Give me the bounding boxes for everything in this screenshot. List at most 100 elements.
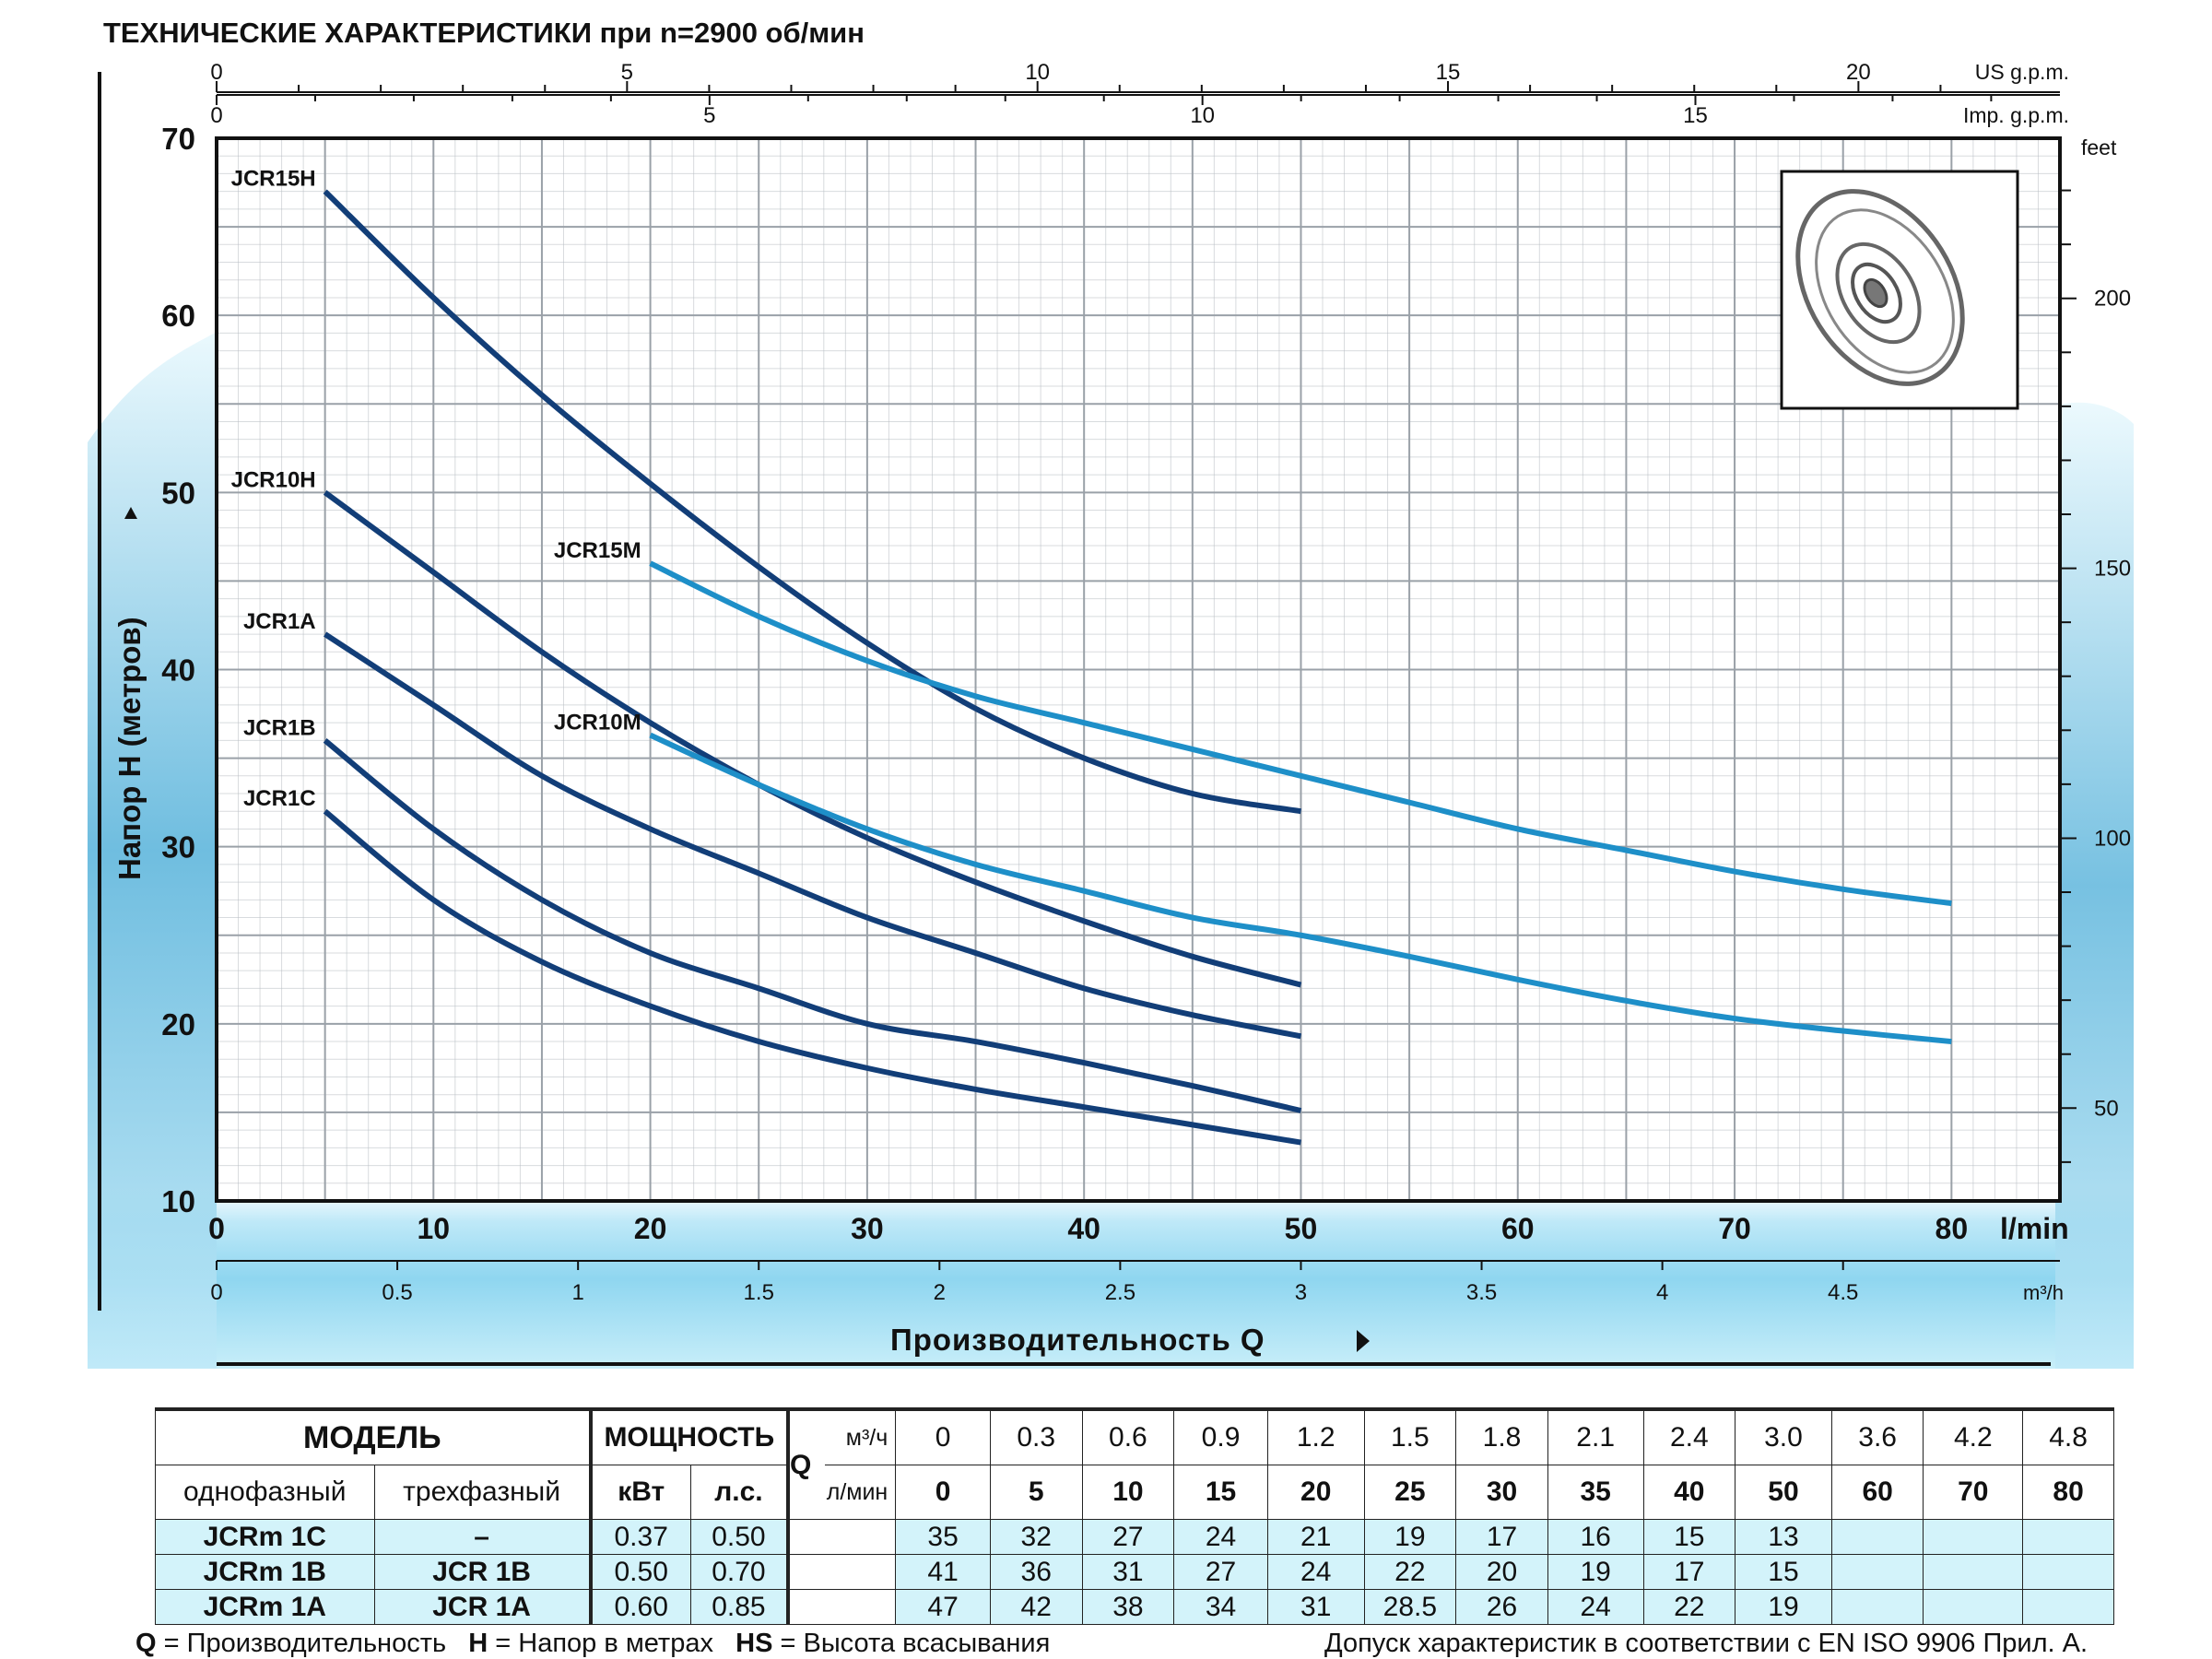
q-m3h-cell: 1.8 — [1455, 1407, 1548, 1465]
q-m3h-cell: 4.2 — [1923, 1407, 2024, 1465]
head-value — [1830, 1589, 1924, 1625]
q-lmin-cell: 10 — [1081, 1465, 1175, 1520]
head-value: 31 — [1266, 1589, 1365, 1625]
three-phase-model: – — [373, 1519, 593, 1555]
x-tick-label: 60 — [1501, 1212, 1535, 1245]
q-m3h-cell: 3.6 — [1830, 1407, 1924, 1465]
head-value — [1923, 1554, 2024, 1590]
q-lmin-cell: 40 — [1642, 1465, 1736, 1520]
head-value: 27 — [1081, 1519, 1175, 1555]
x-axis-arrow-icon — [1357, 1330, 1370, 1352]
feet-tick-label: 200 — [2094, 287, 2131, 312]
series-line-jcr1c — [323, 808, 1301, 1146]
feet-tick-label: 100 — [2094, 826, 2131, 851]
head-value: 38 — [1081, 1589, 1175, 1625]
y-axis-arrow-icon — [124, 507, 137, 519]
x-axis: l/min m³/h Производительность Q 0 10 20 30 4… — [208, 1212, 2069, 1366]
y-tick-label: 40 — [161, 653, 195, 688]
head-value: 22 — [1642, 1589, 1736, 1625]
plot-frame — [215, 136, 2062, 1203]
specification-table: МОДЕЛЬ МОЩНОСТЬ Q м³/ч 0 0.3 0.6 0.9 1.2… — [154, 1407, 2114, 1625]
m3h-tick-label: 1.5 — [744, 1280, 774, 1305]
series-label-jcr15h: JCR15H — [231, 167, 316, 192]
us-gpm-tick-label: 20 — [1846, 60, 1871, 85]
head-value — [2022, 1589, 2114, 1625]
imp-gpm-tick-label: 5 — [703, 103, 715, 128]
head-value: 35 — [895, 1519, 991, 1555]
imp-gpm-tick-label: 0 — [210, 103, 222, 128]
q-lmin-cell: 80 — [2022, 1465, 2114, 1520]
three-phase-model: JCR 1B — [373, 1554, 593, 1590]
head-value: 32 — [989, 1519, 1083, 1555]
chart-title: ТЕХНИЧЕСКИЕ ХАРАКТЕРИСТИКИ при n=2900 об… — [103, 17, 865, 49]
head-value: 19 — [1735, 1589, 1832, 1625]
head-value: 24 — [1266, 1554, 1365, 1590]
unit-m3h: м³/ч — [825, 1407, 897, 1465]
x-unit-label: l/min — [2000, 1212, 2069, 1245]
y-tick-label: 50 — [161, 476, 195, 510]
x-tick-label: 40 — [1067, 1212, 1100, 1245]
x-tick-label: 0 — [208, 1212, 225, 1245]
q-m3h-cell: 4.8 — [2022, 1407, 2114, 1465]
q-lmin-cell: 50 — [1735, 1465, 1832, 1520]
head-value — [1830, 1554, 1924, 1590]
footnote-q-text: = Производительность — [156, 1629, 447, 1658]
water-right-splash — [2055, 402, 2134, 1369]
feet-tick-label: 50 — [2094, 1096, 2119, 1121]
head-value: 34 — [1173, 1589, 1268, 1625]
head-value — [2022, 1519, 2114, 1555]
kw-header: кВт — [590, 1465, 691, 1520]
footnote-hs-text: = Высота всасывания — [772, 1629, 1051, 1658]
y-tick-label: 10 — [161, 1184, 195, 1218]
hp-header: л.с. — [689, 1465, 790, 1520]
m3h-tick-label: 1 — [571, 1280, 583, 1305]
x-tick-label: 30 — [851, 1212, 884, 1245]
single-phase-header: однофазный — [155, 1465, 375, 1520]
water-bottom-band — [88, 1189, 2134, 1369]
q-lmin-cell: 60 — [1830, 1465, 1924, 1520]
three-phase-header: трехфазный — [373, 1465, 593, 1520]
x-tick-label: 50 — [1285, 1212, 1318, 1245]
q-lmin-cell: 0 — [895, 1465, 991, 1520]
head-value: 41 — [895, 1554, 991, 1590]
series-label-jcr1c: JCR1C — [243, 786, 316, 811]
head-value — [1923, 1589, 2024, 1625]
single-phase-model: JCRm 1A — [155, 1589, 375, 1625]
m3h-tick-label: 4 — [1656, 1280, 1668, 1305]
head-value: 36 — [989, 1554, 1083, 1590]
power-kw: 0.37 — [590, 1519, 691, 1555]
head-value: 16 — [1547, 1519, 1644, 1555]
y-tick-label: 70 — [161, 122, 195, 156]
head-value: 22 — [1363, 1554, 1457, 1590]
series-layer: JCR15H JCR10H JCR1A JCR1B JCR1C JCR15M JCR10M — [231, 167, 1952, 1146]
footnote-tolerance: Допуск характеристик в соответствии с EN… — [1324, 1629, 2088, 1658]
head-value: 19 — [1363, 1519, 1457, 1555]
footnote-hs-symbol: HS — [735, 1629, 773, 1658]
x-tick-label: 10 — [417, 1212, 450, 1245]
m3h-tick-label: 3 — [1295, 1280, 1307, 1305]
head-value: 24 — [1173, 1519, 1268, 1555]
head-value: 17 — [1455, 1519, 1548, 1555]
us-gpm-label: US g.p.m. — [1975, 60, 2069, 84]
single-phase-model: JCRm 1B — [155, 1554, 375, 1590]
power-kw: 0.60 — [590, 1589, 691, 1625]
head-value: 42 — [989, 1589, 1083, 1625]
series-line-jcr10m — [649, 732, 1952, 1045]
x-tick-label: 20 — [634, 1212, 667, 1245]
x-tick-label: 70 — [1718, 1212, 1751, 1245]
head-value — [2022, 1554, 2114, 1590]
q-m3h-cell: 0.9 — [1173, 1407, 1268, 1465]
feet-axis-label: feet — [2081, 135, 2117, 159]
series-line-jcr1a — [324, 631, 1302, 1040]
us-gpm-tick-label: 10 — [1025, 60, 1050, 85]
imp-gpm-label: Imp. g.p.m. — [1963, 103, 2069, 127]
series-line-jcr10h — [323, 489, 1302, 988]
q-m3h-cell: 0.3 — [989, 1407, 1083, 1465]
q-lmin-cell: 15 — [1173, 1465, 1268, 1520]
table-row: JCRm 1B JCR 1B 0.50 0.70 41 36 31 27 24 … — [155, 1554, 2114, 1590]
y-tick-label: 30 — [161, 830, 195, 865]
table-row: JCRm 1C – 0.37 0.50 35 32 27 24 21 19 17… — [155, 1519, 2114, 1555]
head-value: 31 — [1081, 1554, 1175, 1590]
series-label-jcr1b: JCR1B — [243, 715, 316, 740]
q-header: Q — [787, 1407, 826, 1520]
